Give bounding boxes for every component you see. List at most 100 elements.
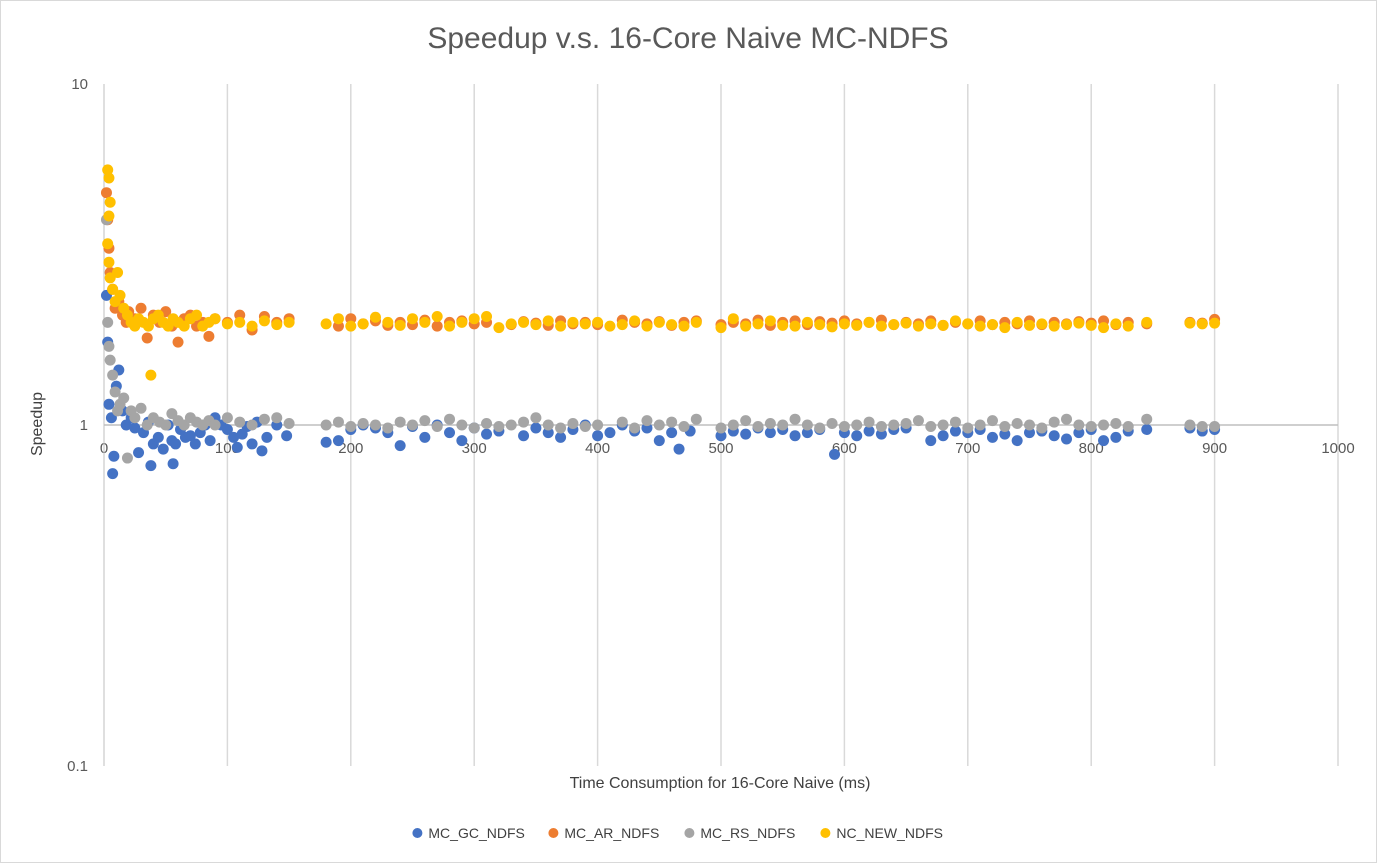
point-mc-rs-ndfs — [999, 420, 1011, 432]
point-nc-new-ndfs — [103, 172, 115, 184]
point-nc-new-ndfs — [727, 313, 739, 325]
point-mc-rs-ndfs — [221, 412, 233, 424]
point-nc-new-ndfs — [283, 316, 295, 328]
point-mc-gc-ndfs — [801, 427, 813, 439]
point-mc-gc-ndfs — [592, 430, 604, 442]
point-mc-rs-ndfs — [431, 420, 443, 432]
y-tick-label: 1 — [80, 417, 88, 434]
point-mc-gc-ndfs — [1110, 431, 1122, 443]
legend-marker — [684, 828, 695, 838]
point-nc-new-ndfs — [493, 322, 505, 334]
point-mc-rs-ndfs — [129, 412, 141, 424]
point-mc-rs-ndfs — [752, 420, 764, 432]
point-nc-new-ndfs — [114, 289, 126, 301]
point-nc-new-ndfs — [258, 315, 270, 327]
point-mc-rs-ndfs — [925, 420, 937, 432]
point-nc-new-ndfs — [505, 318, 517, 330]
point-mc-rs-ndfs — [1085, 420, 1097, 432]
point-nc-new-ndfs — [103, 256, 115, 268]
point-mc-rs-ndfs — [863, 416, 875, 428]
point-mc-ar-ndfs — [172, 336, 184, 348]
point-nc-new-ndfs — [752, 318, 764, 330]
point-nc-new-ndfs — [740, 320, 752, 332]
point-mc-gc-ndfs — [530, 422, 542, 434]
data-points — [100, 164, 1221, 480]
point-mc-rs-ndfs — [283, 418, 295, 430]
point-nc-new-ndfs — [777, 319, 789, 331]
point-nc-new-ndfs — [1011, 316, 1023, 328]
legend-label: NC_NEW_NDFS — [836, 825, 943, 841]
point-nc-new-ndfs — [1110, 318, 1122, 330]
point-mc-rs-ndfs — [838, 420, 850, 432]
point-mc-rs-ndfs — [690, 413, 702, 425]
point-mc-rs-ndfs — [764, 418, 776, 430]
point-mc-rs-ndfs — [107, 369, 119, 381]
point-mc-gc-ndfs — [653, 435, 665, 447]
point-nc-new-ndfs — [1085, 319, 1097, 331]
point-mc-gc-ndfs — [394, 440, 406, 452]
point-mc-rs-ndfs — [567, 418, 579, 430]
point-mc-rs-ndfs — [1073, 419, 1085, 431]
point-mc-gc-ndfs — [170, 438, 182, 450]
point-mc-rs-ndfs — [727, 419, 739, 431]
point-nc-new-ndfs — [332, 313, 344, 325]
point-nc-new-ndfs — [444, 320, 456, 332]
point-mc-gc-ndfs — [789, 430, 801, 442]
point-mc-rs-ndfs — [481, 418, 493, 430]
point-mc-gc-ndfs — [261, 431, 273, 443]
point-nc-new-ndfs — [1073, 317, 1085, 329]
point-mc-rs-ndfs — [1141, 413, 1153, 425]
point-mc-ar-ndfs — [100, 187, 112, 199]
point-nc-new-ndfs — [666, 319, 678, 331]
point-mc-rs-ndfs — [369, 419, 381, 431]
legend-marker — [412, 828, 423, 838]
x-tick-label: 300 — [462, 440, 487, 457]
y-tick-label: 0.1 — [67, 758, 88, 775]
point-mc-rs-ndfs — [468, 422, 480, 434]
legend-label: MC_AR_NDFS — [564, 825, 659, 841]
legend-label: MC_RS_NDFS — [700, 825, 795, 841]
point-nc-new-ndfs — [641, 320, 653, 332]
legend-item-mc-ar-ndfs: MC_AR_NDFS — [548, 825, 659, 841]
point-nc-new-ndfs — [1024, 319, 1035, 331]
point-nc-new-ndfs — [715, 322, 727, 334]
point-mc-rs-ndfs — [1209, 420, 1221, 432]
point-mc-gc-ndfs — [518, 430, 530, 442]
point-mc-gc-ndfs — [1073, 427, 1085, 439]
point-mc-gc-ndfs — [189, 438, 201, 450]
x-tick-label: 700 — [955, 440, 980, 457]
point-nc-new-ndfs — [986, 319, 998, 331]
point-mc-rs-ndfs — [666, 416, 678, 428]
point-mc-rs-ndfs — [1122, 420, 1134, 432]
point-mc-gc-ndfs — [1024, 427, 1035, 439]
point-nc-new-ndfs — [814, 319, 826, 331]
point-mc-rs-ndfs — [530, 412, 542, 424]
point-nc-new-ndfs — [518, 316, 530, 328]
point-mc-rs-ndfs — [234, 416, 246, 428]
point-mc-rs-ndfs — [419, 415, 431, 427]
point-nc-new-ndfs — [209, 313, 221, 325]
point-nc-new-ndfs — [616, 319, 628, 331]
point-mc-rs-ndfs — [518, 416, 530, 428]
point-mc-gc-ndfs — [129, 422, 141, 434]
point-mc-rs-ndfs — [715, 422, 727, 434]
point-mc-gc-ndfs — [332, 435, 344, 447]
point-nc-new-ndfs — [949, 315, 961, 327]
point-nc-new-ndfs — [851, 319, 863, 331]
point-nc-new-ndfs — [369, 311, 381, 323]
point-nc-new-ndfs — [1196, 318, 1208, 330]
point-mc-rs-ndfs — [320, 419, 332, 431]
point-nc-new-ndfs — [407, 313, 418, 325]
x-axis-label: Time Consumption for 16-Core Naive (ms) — [570, 775, 871, 792]
legend-marker — [548, 828, 559, 838]
point-mc-rs-ndfs — [104, 354, 116, 366]
x-tick-label: 900 — [1202, 440, 1227, 457]
point-mc-rs-ndfs — [937, 419, 949, 431]
point-mc-gc-ndfs — [184, 430, 196, 442]
point-mc-rs-ndfs — [456, 419, 468, 431]
point-mc-gc-ndfs — [937, 430, 949, 442]
legend-marker — [820, 828, 831, 838]
point-mc-rs-ndfs — [974, 419, 986, 431]
point-mc-rs-ndfs — [141, 419, 153, 431]
point-mc-gc-ndfs — [1141, 424, 1153, 436]
